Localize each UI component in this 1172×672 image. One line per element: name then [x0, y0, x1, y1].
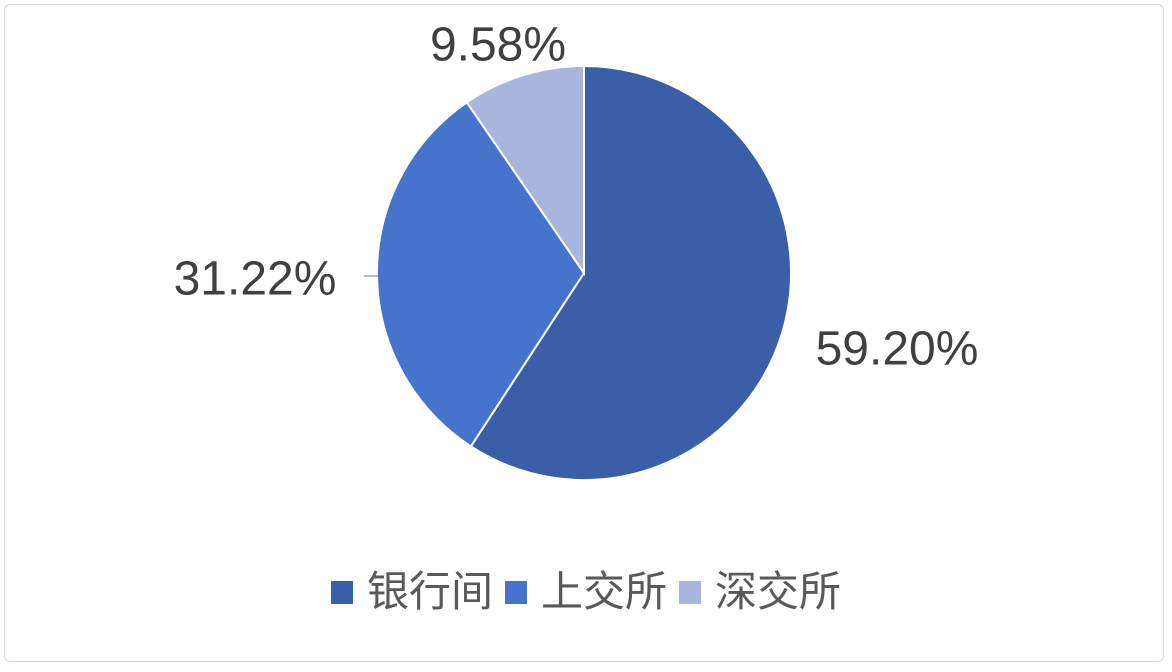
data-label-1: 31.22% — [174, 253, 337, 306]
pie-slice-0 — [469, 64, 792, 481]
data-label-0: 59.20% — [816, 323, 979, 376]
legend-item-shangjiaosuo: 上交所 — [504, 562, 667, 622]
legend-label: 深交所 — [715, 567, 842, 616]
legend-item-yinhangjian: 银行间 — [330, 562, 493, 622]
legend-swatch — [504, 580, 527, 604]
legend-swatch — [330, 580, 353, 604]
data-label-2: 9.58% — [430, 19, 566, 72]
legend: 银行间 上交所 深交所 — [0, 562, 1172, 622]
legend-label: 银行间 — [366, 567, 493, 616]
chart-frame — [4, 4, 1164, 662]
pie-slice-2 — [465, 64, 585, 277]
legend-item-shenjiaosuo: 深交所 — [679, 562, 841, 622]
legend-swatch — [679, 580, 701, 604]
legend-label: 上交所 — [540, 567, 667, 616]
